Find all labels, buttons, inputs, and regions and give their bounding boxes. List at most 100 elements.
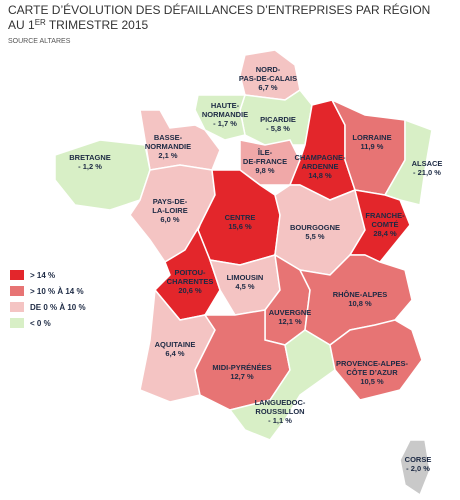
region-value: - 2,0 % xyxy=(406,464,430,473)
region-value: 14,8 % xyxy=(308,171,332,180)
region-name: AQUITAINE xyxy=(155,340,196,349)
legend-label: DE 0 % À 10 % xyxy=(30,303,86,312)
region-name: CENTRE xyxy=(225,213,256,222)
region-name: BRETAGNE xyxy=(69,153,111,162)
region-shape xyxy=(383,118,433,206)
region-value: 28,4 % xyxy=(373,229,397,238)
region-value: 6,4 % xyxy=(165,349,185,358)
title: CARTE D’ÉVOLUTION DES DÉFAILLANCES D’ENT… xyxy=(8,2,430,17)
region-shape xyxy=(399,439,431,497)
region-value: 9,8 % xyxy=(255,166,275,175)
region-label: HAUTE-NORMANDIE- 1,7 % xyxy=(202,101,248,128)
region-name: NORMANDIE xyxy=(202,110,248,119)
region-name: LIMOUSIN xyxy=(227,273,264,282)
legend-swatch xyxy=(10,270,24,280)
region-value: 10,8 % xyxy=(348,299,372,308)
region-shape xyxy=(329,319,423,401)
legend: > 14 % > 10 % À 14 % DE 0 % À 10 % < 0 % xyxy=(10,270,86,328)
region-name: HAUTE- xyxy=(211,101,240,110)
region-name: LORRAINE xyxy=(352,133,391,142)
region-value: 5,5 % xyxy=(305,232,325,241)
region-name: RHÔNE-ALPES xyxy=(333,290,388,299)
region-label: ALSACE- 21,0 % xyxy=(412,159,443,177)
title-sup: ER xyxy=(35,18,46,27)
region-shape xyxy=(54,139,151,211)
region-shape xyxy=(194,94,247,141)
region-value: 10,5 % xyxy=(360,377,384,386)
legend-label: > 10 % À 14 % xyxy=(30,287,84,296)
region-name: DE-FRANCE xyxy=(243,157,287,166)
region-name: BOURGOGNE xyxy=(290,223,340,232)
region-value: 12,1 % xyxy=(278,317,302,326)
region-name: LA-LOIRE xyxy=(152,206,187,215)
map xyxy=(54,49,433,497)
region-name: ARDENNE xyxy=(301,162,338,171)
region-name: ÎLE- xyxy=(257,148,273,157)
region-value: - 1,1 % xyxy=(268,416,292,425)
source: SOURCE ALTARES xyxy=(8,38,71,45)
legend-swatch xyxy=(10,286,24,296)
region-name: COMTÉ xyxy=(371,220,398,229)
region-value: 6,7 % xyxy=(258,83,278,92)
region-label: LANGUEDOC-ROUSSILLON- 1,1 % xyxy=(255,398,306,425)
region-name: CHARENTES xyxy=(167,277,214,286)
region-name: LANGUEDOC- xyxy=(255,398,306,407)
region-name: CHAMPAGNE- xyxy=(294,153,346,162)
region-value: 11,9 % xyxy=(361,142,384,151)
region-name: ROUSSILLON xyxy=(255,407,304,416)
region-name: ALSACE xyxy=(412,159,443,168)
region-name: BASSE- xyxy=(154,133,183,142)
title-part: AU 1 xyxy=(8,18,35,32)
legend-swatch xyxy=(10,318,24,328)
region-label: CORSE- 2,0 % xyxy=(405,455,432,473)
region-name: PAS-DE-CALAIS xyxy=(239,74,297,83)
region-name: PROVENCE-ALPES- xyxy=(336,359,409,368)
region-name: MIDI-PYRÉNÉES xyxy=(212,363,271,372)
title: AU 1ER TRIMESTRE 2015 xyxy=(8,18,149,32)
region-name: NORD- xyxy=(256,65,281,74)
region-label: PICARDIE- 5,8 % xyxy=(260,115,296,133)
region-name: CORSE xyxy=(405,455,432,464)
region-value: - 1,2 % xyxy=(78,162,102,171)
region-name: NORMANDIE xyxy=(145,142,191,151)
region-value: - 21,0 % xyxy=(413,168,441,177)
region-label: BRETAGNE- 1,2 % xyxy=(69,153,111,171)
legend-label: < 0 % xyxy=(30,319,51,328)
region-value: 2,1 % xyxy=(158,151,178,160)
region-name: FRANCHE- xyxy=(365,211,405,220)
region-name: PICARDIE xyxy=(260,115,296,124)
region-value: - 1,7 % xyxy=(213,119,237,128)
region-name: AUVERGNE xyxy=(269,308,312,317)
title-part: TRIMESTRE 2015 xyxy=(49,18,149,32)
legend-swatch xyxy=(10,302,24,312)
region-shape xyxy=(228,329,336,441)
region-value: 15,6 % xyxy=(228,222,252,231)
region-name: CÔTE D’AZUR xyxy=(346,368,398,377)
region-value: - 5,8 % xyxy=(266,124,290,133)
region-value: 6,0 % xyxy=(160,215,180,224)
region-name: POITOU- xyxy=(174,268,206,277)
region-value: 4,5 % xyxy=(235,282,255,291)
region-value: 20,6 % xyxy=(178,286,202,295)
region-value: 12,7 % xyxy=(230,372,254,381)
region-name: PAYS-DE- xyxy=(153,197,188,206)
legend-label: > 14 % xyxy=(30,271,55,280)
